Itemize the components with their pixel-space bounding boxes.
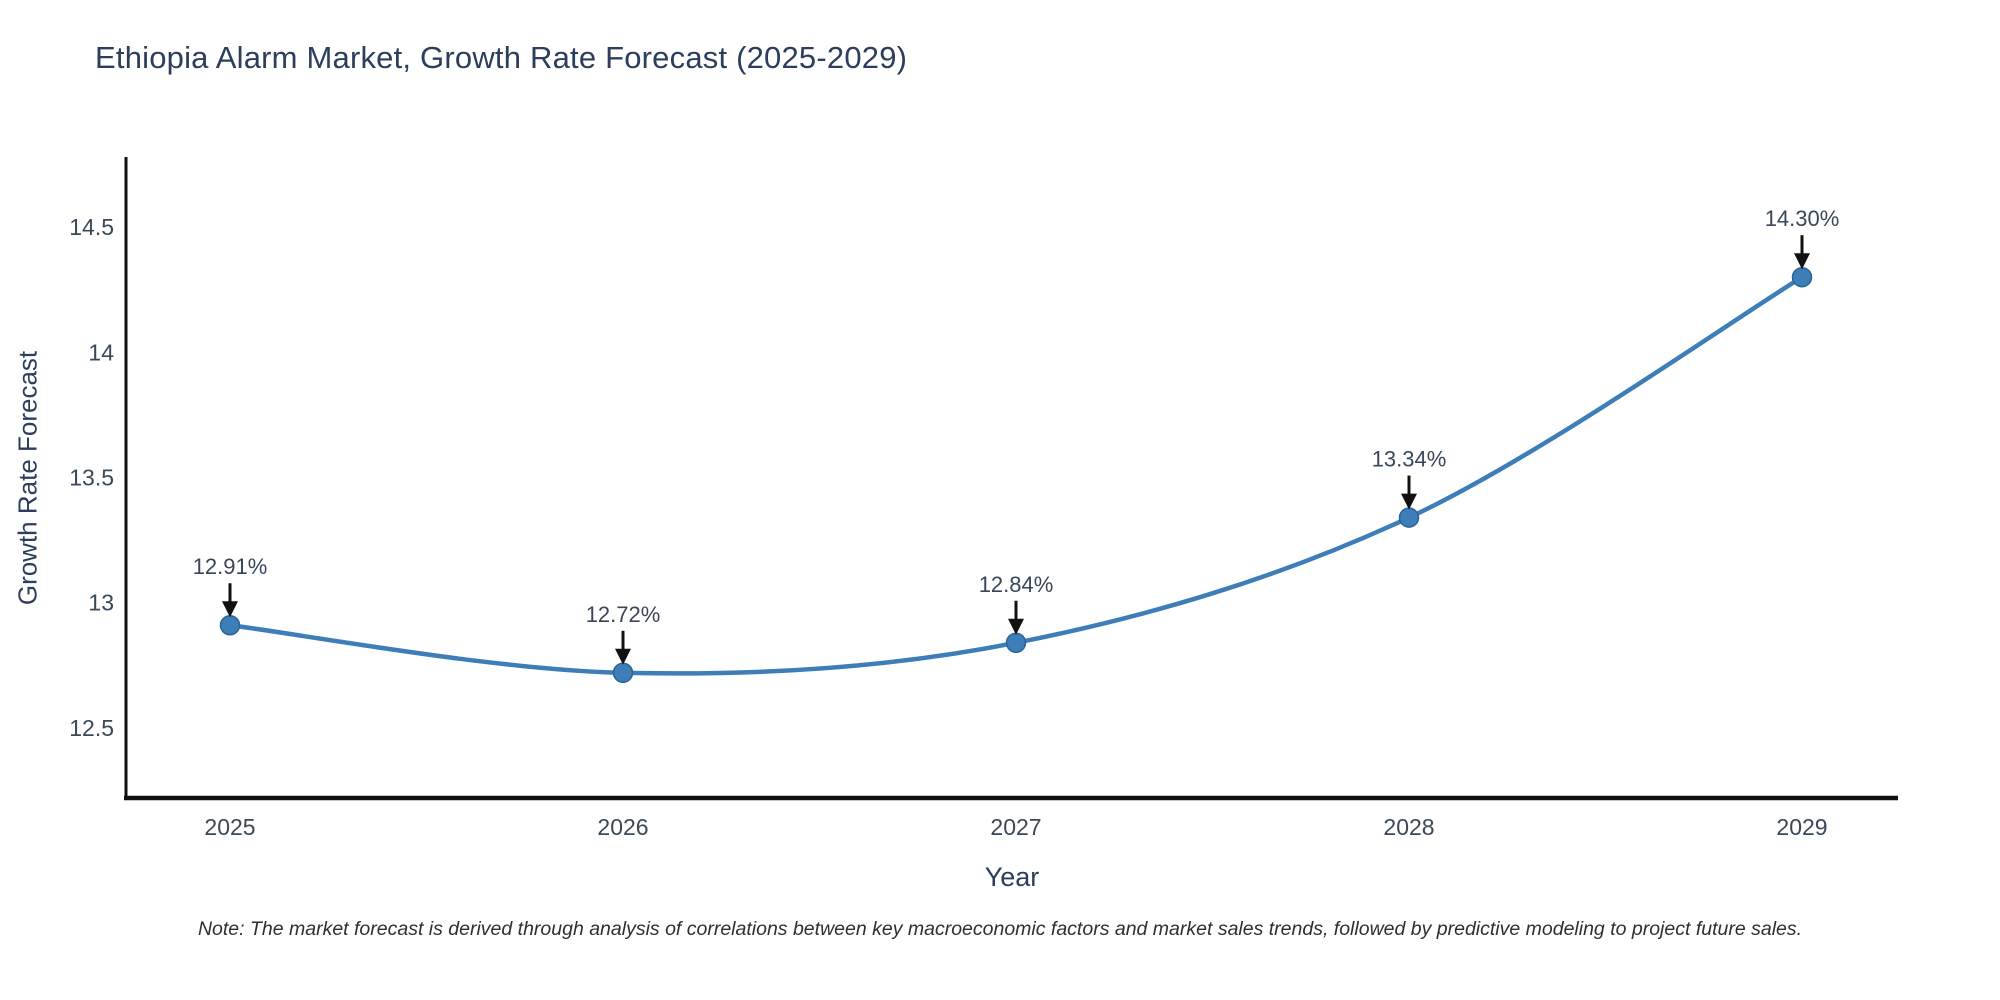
annotation-arrow-head (1401, 493, 1417, 510)
y-tick-label: 12.5 (69, 715, 114, 741)
data-point-label: 12.84% (979, 572, 1054, 597)
data-point-marker (219, 614, 241, 636)
footnote: Note: The market forecast is derived thr… (197, 918, 1803, 940)
data-point-marker (1005, 632, 1027, 654)
chart-title: Ethiopia Alarm Market, Growth Rate Forec… (95, 40, 908, 75)
x-tick-label: 2025 (204, 814, 255, 840)
x-axis-label: Year (984, 862, 1040, 892)
data-point-label: 12.91% (193, 554, 268, 579)
y-tick-label: 14.5 (69, 214, 114, 240)
x-tick-label: 2029 (1776, 814, 1827, 840)
y-tick-label: 13.5 (69, 465, 114, 491)
x-tick-label: 2026 (597, 814, 648, 840)
annotation-arrow-head (222, 601, 238, 618)
data-point-label: 13.34% (1372, 447, 1447, 472)
y-tick-label: 14 (88, 339, 114, 365)
data-point-marker (1398, 507, 1420, 528)
x-tick-label: 2028 (1383, 814, 1434, 840)
annotation-arrow-head (1794, 253, 1810, 270)
data-point-label: 12.72% (586, 602, 661, 627)
data-point-marker (612, 662, 634, 684)
data-point-label: 14.30% (1765, 206, 1840, 231)
data-point-marker (1791, 266, 1813, 288)
y-tick-label: 13 (88, 590, 114, 616)
annotation-arrow-head (1008, 618, 1024, 635)
annotation-arrow-head (615, 648, 631, 665)
x-tick-label: 2027 (990, 814, 1041, 840)
